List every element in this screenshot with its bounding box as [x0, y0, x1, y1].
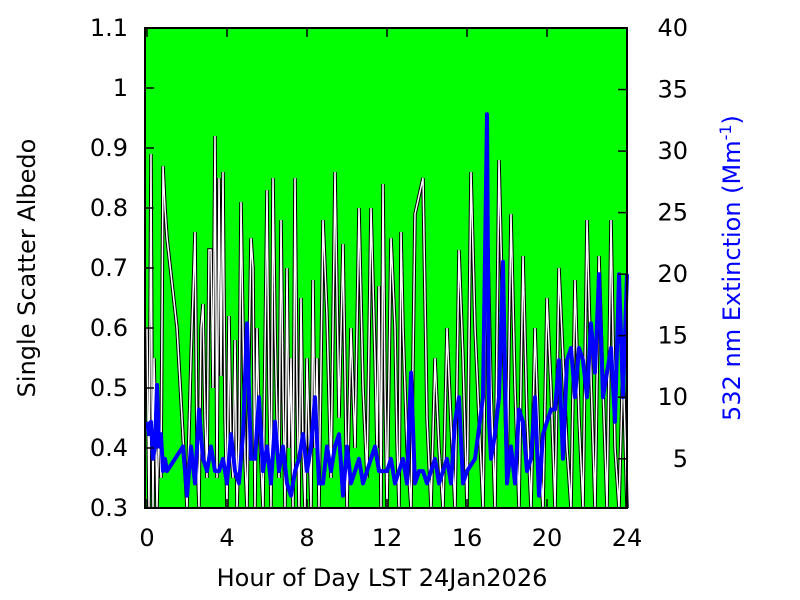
x-tick-label: 0 [139, 524, 154, 552]
y-left-tick-label: 0.6 [90, 314, 128, 342]
left-axis-label: Single Scatter Albedo [13, 139, 41, 398]
y-right-tick-label: 40 [657, 14, 688, 42]
y-left-tick-label: 1 [113, 74, 128, 102]
x-tick-label: 12 [372, 524, 403, 552]
y-right-tick-label: 10 [657, 383, 688, 411]
x-tick-label: 20 [532, 524, 563, 552]
right-axis-label-main: 532 nm Extinction (Mm [718, 140, 746, 421]
y-left-tick-label: 1.1 [90, 14, 128, 42]
y-right-tick-label: 35 [657, 76, 688, 104]
y-right-tick-label: 30 [657, 137, 688, 165]
right-axis-label-close: ) [718, 115, 746, 124]
x-tick-label: 24 [612, 524, 643, 552]
x-axis-label: Hour of Day LST 24Jan2026 [217, 564, 548, 592]
y-left-tick-label: 0.5 [90, 374, 128, 402]
y-left-tick-label: 0.7 [90, 254, 128, 282]
albedo-line [146, 135, 628, 509]
x-tick-label: 4 [219, 524, 234, 552]
right-axis-label-sup: -1 [716, 124, 735, 140]
y-right-tick-label: 5 [673, 445, 688, 473]
series-layer [145, 112, 629, 509]
y-right-tick-label: 25 [657, 199, 688, 227]
tick-layer: 0 4 8 12 16 20 24 0.3 0.4 0.5 0.6 0.7 0.8 0.9 1 1.1 5 10 1… [90, 14, 688, 552]
x-tick-label: 16 [452, 524, 483, 552]
x-tick-label: 8 [299, 524, 314, 552]
y-left-tick-label: 0.8 [90, 194, 128, 222]
y-right-tick-label: 15 [657, 322, 688, 350]
y-left-tick-label: 0.3 [90, 494, 128, 522]
y-left-tick-label: 0.9 [90, 134, 128, 162]
y-left-tick-label: 0.4 [90, 434, 128, 462]
right-axis-label: 532 nm Extinction (Mm-1) [716, 115, 747, 421]
extinction-line [145, 112, 629, 498]
y-right-tick-label: 20 [657, 260, 688, 288]
